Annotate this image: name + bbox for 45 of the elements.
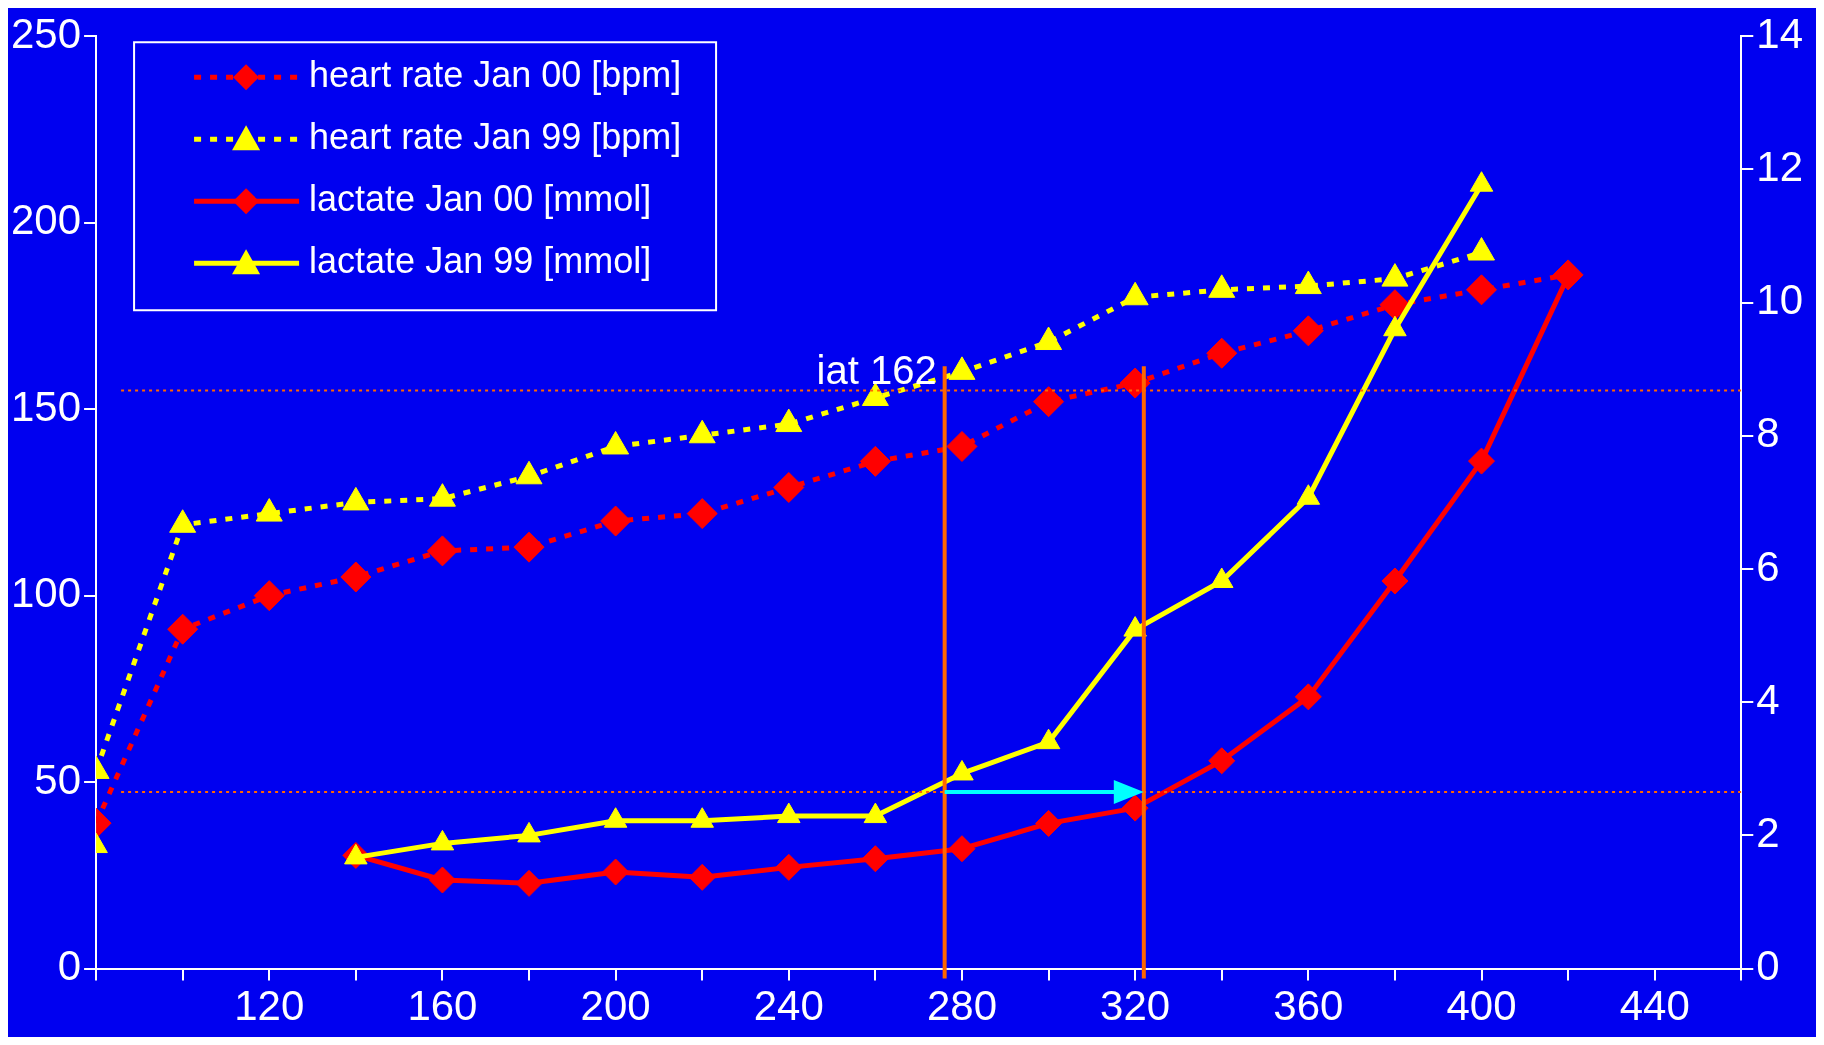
legend-label: lactate Jan 00 [mmol] <box>309 178 652 220</box>
point <box>1035 809 1063 837</box>
y-tick-label: 0 <box>57 942 82 990</box>
point <box>515 869 543 897</box>
point <box>1383 315 1407 337</box>
point <box>948 835 976 863</box>
x-tick-label: 320 <box>1100 982 1171 1030</box>
point <box>1208 747 1236 775</box>
point <box>861 845 889 873</box>
y-tick-label: 150 <box>11 382 82 430</box>
point <box>1123 616 1147 637</box>
point <box>428 866 456 894</box>
point <box>1294 683 1322 711</box>
y-tick-label: 100 <box>11 569 82 617</box>
point <box>1296 484 1321 505</box>
x-tick-label: 360 <box>1273 982 1344 1030</box>
y2-tick-label: 4 <box>1756 675 1780 723</box>
legend-label: heart rate Jan 00 [bpm] <box>309 54 682 96</box>
point <box>688 863 716 891</box>
x-tick-label: 240 <box>753 982 824 1030</box>
point <box>1209 567 1234 588</box>
point <box>775 853 803 881</box>
x-tick-label: 160 <box>407 982 478 1030</box>
y-tick-label: 200 <box>11 196 82 244</box>
legend-label: lactate Jan 99 [mmol] <box>309 240 652 282</box>
y2-tick-label: 6 <box>1756 542 1780 590</box>
y-tick-label: 50 <box>34 755 82 803</box>
y2-tick-label: 12 <box>1756 142 1803 190</box>
point <box>602 858 630 886</box>
point <box>1381 567 1409 595</box>
y2-tick-label: 8 <box>1756 409 1780 457</box>
y2-tick-label: 14 <box>1756 9 1803 57</box>
x-tick-label: 440 <box>1619 982 1690 1030</box>
x-tick-label: 280 <box>926 982 998 1030</box>
ref-line-label: iat 162 <box>816 347 937 392</box>
x-tick-label: 120 <box>234 982 305 1030</box>
point <box>1121 794 1149 822</box>
point <box>1469 171 1494 192</box>
y2-tick-label: 10 <box>1756 276 1803 324</box>
legend-label: heart rate Jan 99 [bpm] <box>309 116 682 158</box>
y-tick-label: 250 <box>11 9 82 57</box>
y2-tick-label: 2 <box>1756 808 1780 856</box>
x-tick-label: 200 <box>580 982 651 1030</box>
y2-tick-label: 0 <box>1756 942 1780 990</box>
x-tick-label: 400 <box>1446 982 1517 1030</box>
